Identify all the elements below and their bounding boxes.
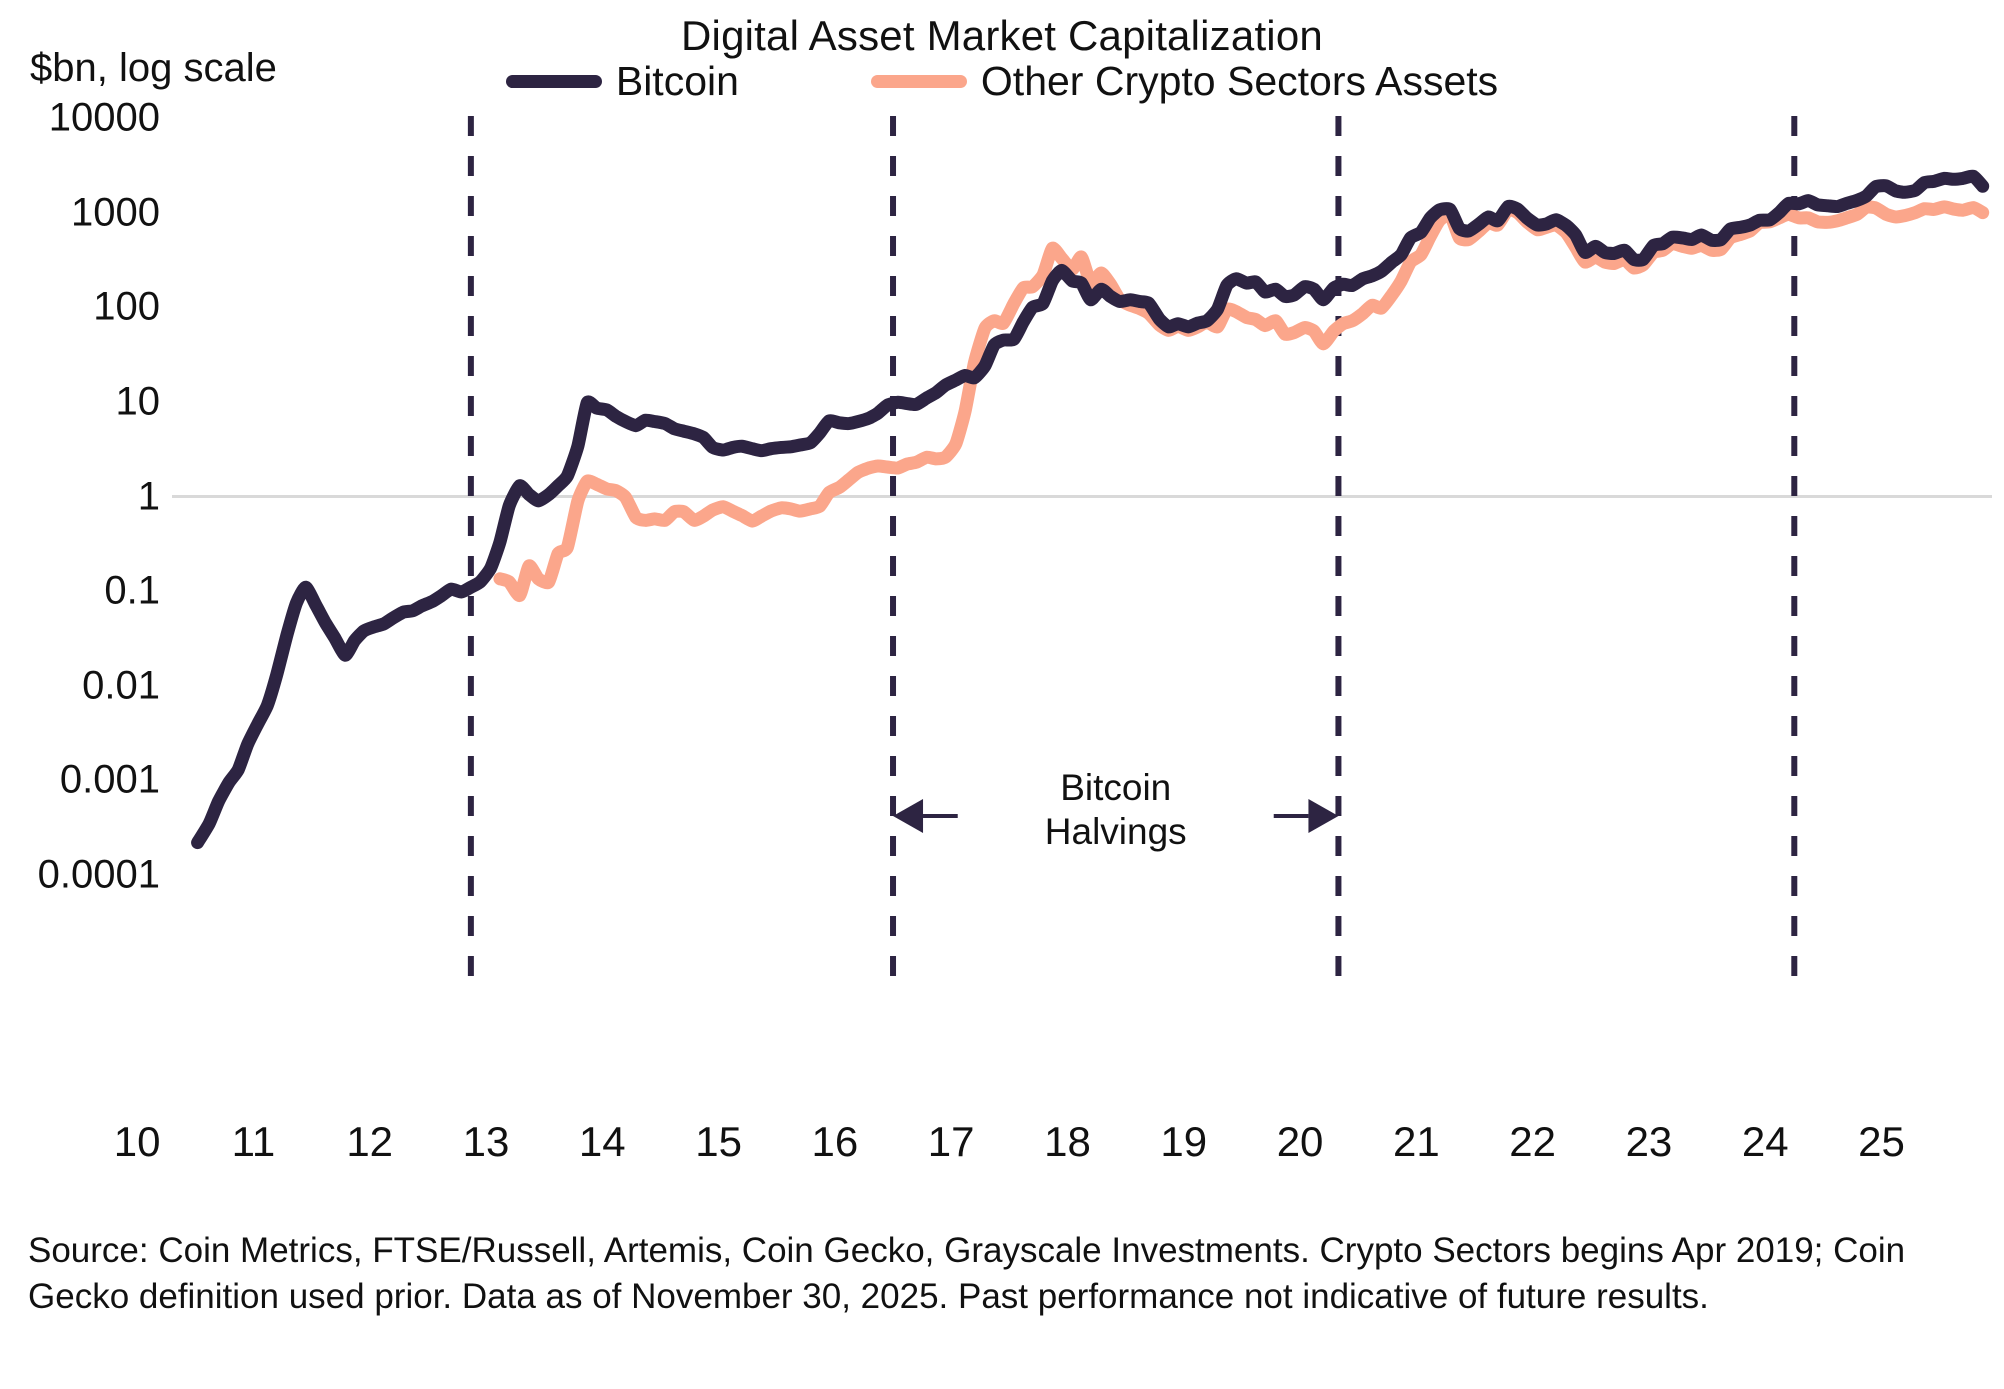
x-axis-tick-labels: 10 11 12 13 14 15 16 17 18 19 20 21 22 23 24 25 (114, 1118, 1992, 1178)
legend-swatch-other-crypto-sectors-assets (870, 75, 967, 88)
x-tick-label: 13 (462, 1118, 510, 1165)
x-tick-label: 19 (1160, 1118, 1208, 1165)
legend-label-other-crypto-sectors-assets: Other Crypto Sectors Assets (980, 58, 1499, 104)
x-tick-label: 16 (811, 1118, 859, 1165)
x-tick-label: 22 (1509, 1118, 1556, 1165)
x-tick-label: 20 (1276, 1118, 1324, 1165)
x-tick-label: 24 (1741, 1118, 1789, 1165)
halving-annotation-line2: Halvings (1044, 810, 1187, 852)
y-tick-label: 10000 (48, 95, 160, 140)
halving-arrow (893, 799, 1339, 834)
x-tick-label: 15 (695, 1118, 742, 1165)
y-axis-caption: $bn, log scale (30, 46, 277, 90)
legend-swatch-bitcoin (505, 75, 602, 88)
source-note: Source: Coin Metrics, FTSE/Russell, Arte… (28, 1231, 1906, 1316)
x-tick-label: 12 (346, 1118, 394, 1165)
x-tick-label: 23 (1625, 1118, 1673, 1165)
y-tick-label: 100 (93, 284, 160, 329)
x-tick-label: 21 (1392, 1118, 1440, 1165)
y-tick-label: 10 (115, 379, 161, 424)
y-tick-label: 1 (137, 474, 160, 518)
chart-legend: Bitcoin Other Crypto Sectors Assets (0, 58, 2004, 105)
y-tick-label: 0.0001 (37, 852, 160, 897)
x-tick-label: 10 (113, 1118, 161, 1165)
x-tick-label: 11 (231, 1118, 276, 1165)
chart-title: Digital Asset Market Capitalization (681, 12, 1323, 59)
x-tick-label: 14 (578, 1118, 626, 1165)
y-tick-label: 1000 (71, 190, 160, 235)
y-tick-label: 0.01 (82, 663, 160, 708)
series-line-other-crypto-sectors-assets (493, 200, 1990, 602)
series-line-bitcoin (191, 169, 1990, 850)
legend-item-other-crypto-sectors-assets[interactable]: Other Crypto Sectors Assets (870, 58, 1499, 105)
halving-arrow-right-head (1308, 799, 1339, 834)
x-tick-label: 17 (927, 1118, 975, 1165)
halving-annotation-line1: Bitcoin (1060, 767, 1172, 809)
legend-item-bitcoin[interactable]: Bitcoin (505, 58, 739, 105)
halving-annotation: Bitcoin Halvings (1001, 766, 1231, 853)
y-tick-label: 0.1 (104, 568, 160, 613)
y-axis-tick-labels: 10000 1000 100 10 1 0.1 0.01 0.001 0.0001 (0, 96, 161, 897)
x-tick-label: 25 (1858, 1118, 1905, 1165)
legend-label-bitcoin: Bitcoin (615, 58, 739, 104)
chart-canvas (172, 116, 1992, 993)
x-tick-label: 18 (1044, 1118, 1091, 1165)
halving-arrow-left-head (893, 799, 924, 834)
plot-area (172, 116, 1992, 993)
y-tick-label: 0.001 (59, 757, 160, 802)
